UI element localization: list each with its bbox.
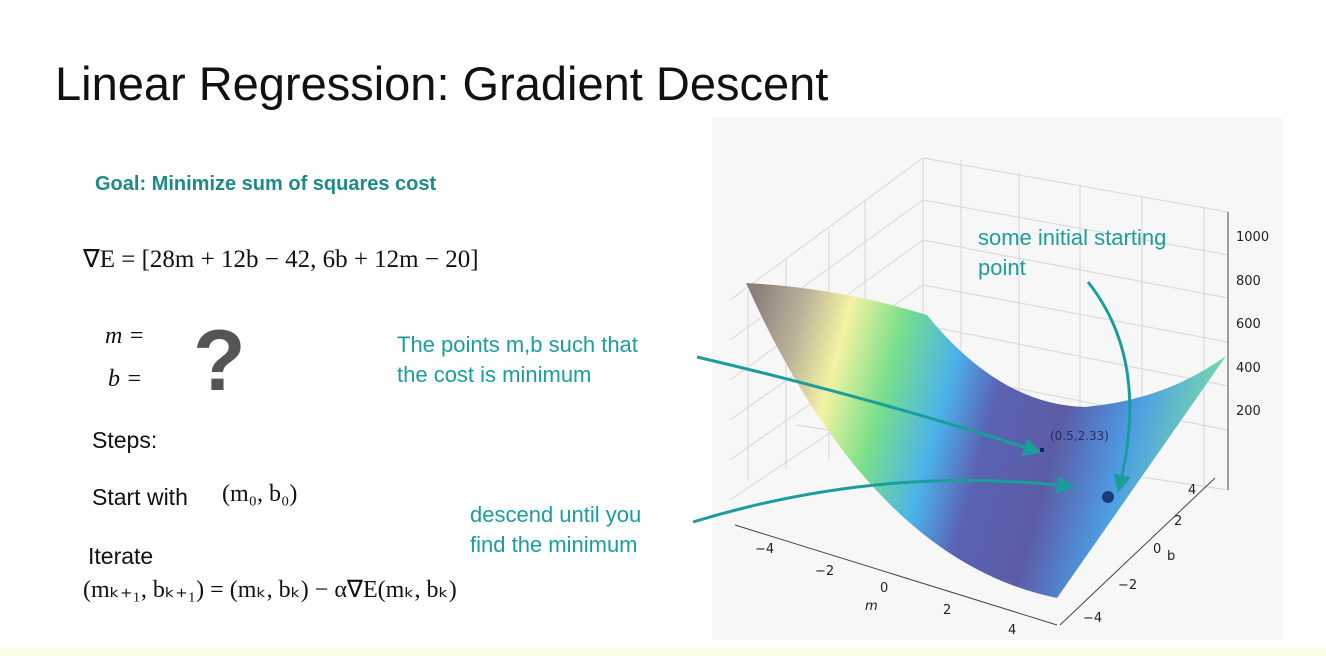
m-equals: m = — [105, 323, 145, 349]
b-tick: 4 — [1188, 483, 1196, 498]
slide-title: Linear Regression: Gradient Descent — [55, 57, 829, 110]
start-formula: (m₀, b₀) — [222, 481, 298, 507]
cost-surface — [746, 283, 1226, 598]
minimum-point — [1040, 448, 1044, 452]
m-tick: 2 — [943, 603, 951, 618]
axes — [734, 212, 1229, 626]
annotation-initial-point: some initial starting point — [978, 223, 1166, 283]
arrow-to-minimum — [696, 355, 1042, 456]
m-tick: −2 — [815, 564, 834, 579]
b-tick: −4 — [1083, 611, 1102, 626]
iterate-label: Iterate — [88, 543, 154, 569]
annotation-line: the cost is minimum — [397, 362, 592, 387]
annotation-line: point — [978, 255, 1026, 280]
question-mark: ? — [193, 313, 246, 409]
b-tick: 2 — [1174, 514, 1182, 529]
starting-point — [1102, 491, 1114, 503]
m-tick: 0 — [880, 581, 888, 596]
annotation-line: descend until you — [470, 502, 642, 527]
annotation-line: find the minimum — [470, 532, 638, 557]
z-tick: 200 — [1236, 404, 1261, 419]
z-tick: 800 — [1236, 274, 1261, 289]
z-tick: 400 — [1236, 361, 1261, 376]
annotation-descend: descend until you find the minimum — [470, 500, 641, 560]
arrow-initial-point — [1086, 281, 1132, 493]
z-tick: 600 — [1236, 317, 1261, 332]
annotation-line: The points m,b such that — [397, 332, 638, 357]
minimum-label: (0.5,2.33) — [1050, 429, 1109, 443]
iterate-formula: (mₖ₊₁, bₖ₊₁) = (mₖ, bₖ) − α∇E(mₖ, bₖ) — [83, 577, 457, 603]
b-tick: −2 — [1118, 578, 1137, 593]
m-tick: −4 — [755, 542, 774, 557]
annotation-minimum-points: The points m,b such that the cost is min… — [397, 330, 638, 390]
b-axis-label: b — [1167, 549, 1175, 564]
m-tick: 4 — [1008, 623, 1016, 638]
z-tick: 1000 — [1236, 230, 1269, 245]
b-equals: b = — [108, 366, 143, 392]
steps-label: Steps: — [92, 427, 158, 453]
gradient-formula: ∇E = [28m + 12b − 42, 6b + 12m − 20] — [83, 246, 479, 273]
arrow-descend — [692, 476, 1075, 524]
goal-heading: Goal: Minimize sum of squares cost — [95, 173, 437, 195]
bottom-strip — [0, 648, 1326, 656]
annotation-line: some initial starting — [978, 225, 1167, 250]
m-axis-label: m — [865, 599, 878, 614]
b-tick: 0 — [1153, 542, 1161, 557]
start-label: Start with — [92, 484, 188, 510]
